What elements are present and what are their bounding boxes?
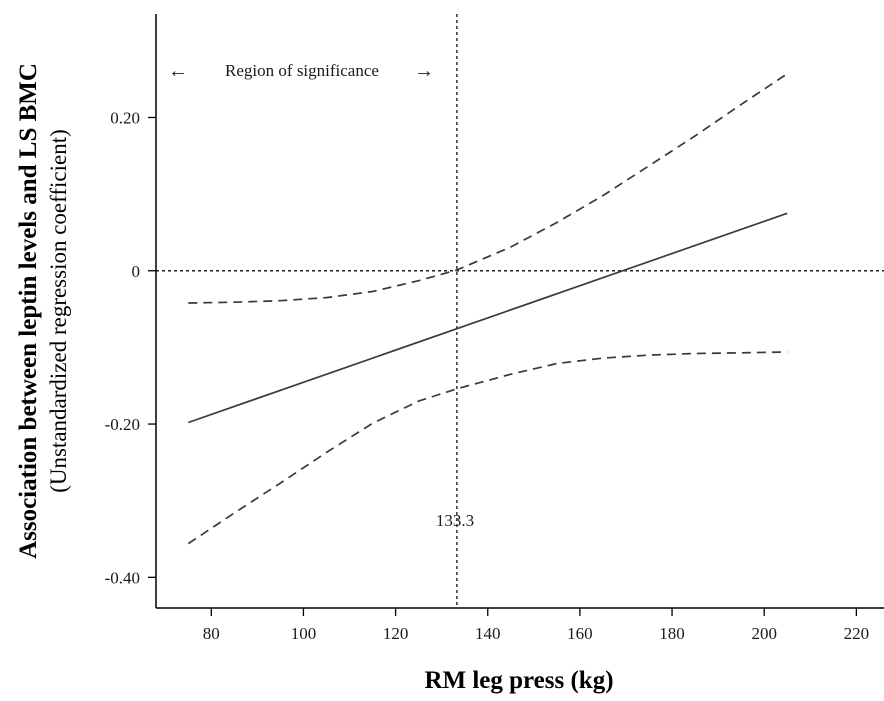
y-tick-label: 0	[132, 262, 141, 281]
ticks: 80 100 120 140 160 180 200 220 0.20 0 -0.20 -0.40	[105, 108, 870, 643]
y-tick-label: -0.20	[105, 415, 140, 434]
x-tick-label: 140	[475, 624, 501, 643]
y-axis-subtitle: (Unstandardized regression coefficient)	[46, 129, 71, 493]
x-tick-label: 200	[751, 624, 777, 643]
x-tick-label: 180	[659, 624, 685, 643]
region-arrow-left: ←	[168, 60, 188, 82]
axes	[155, 14, 884, 609]
vertical-line-value-label: 133.3	[436, 511, 474, 530]
x-tick-label: 80	[203, 624, 220, 643]
x-tick-label: 220	[844, 624, 870, 643]
y-tick-label: 0.20	[110, 108, 140, 127]
x-tick-label: 100	[291, 624, 317, 643]
x-axis-title: RM leg press (kg)	[424, 667, 613, 694]
estimate-line	[188, 212, 788, 424]
region-arrow-right: →	[414, 60, 434, 82]
upper-ci-line	[188, 73, 788, 304]
reference-lines	[156, 14, 884, 608]
lower-ci-line	[187, 351, 788, 545]
series-lines	[187, 73, 788, 545]
x-tick-label: 160	[567, 624, 593, 643]
x-tick-label: 120	[383, 624, 409, 643]
region-of-significance-label: Region of significance	[225, 61, 379, 80]
y-axis-title: Association between leptin levels and LS…	[15, 63, 42, 559]
y-tick-label: -0.40	[105, 568, 140, 587]
